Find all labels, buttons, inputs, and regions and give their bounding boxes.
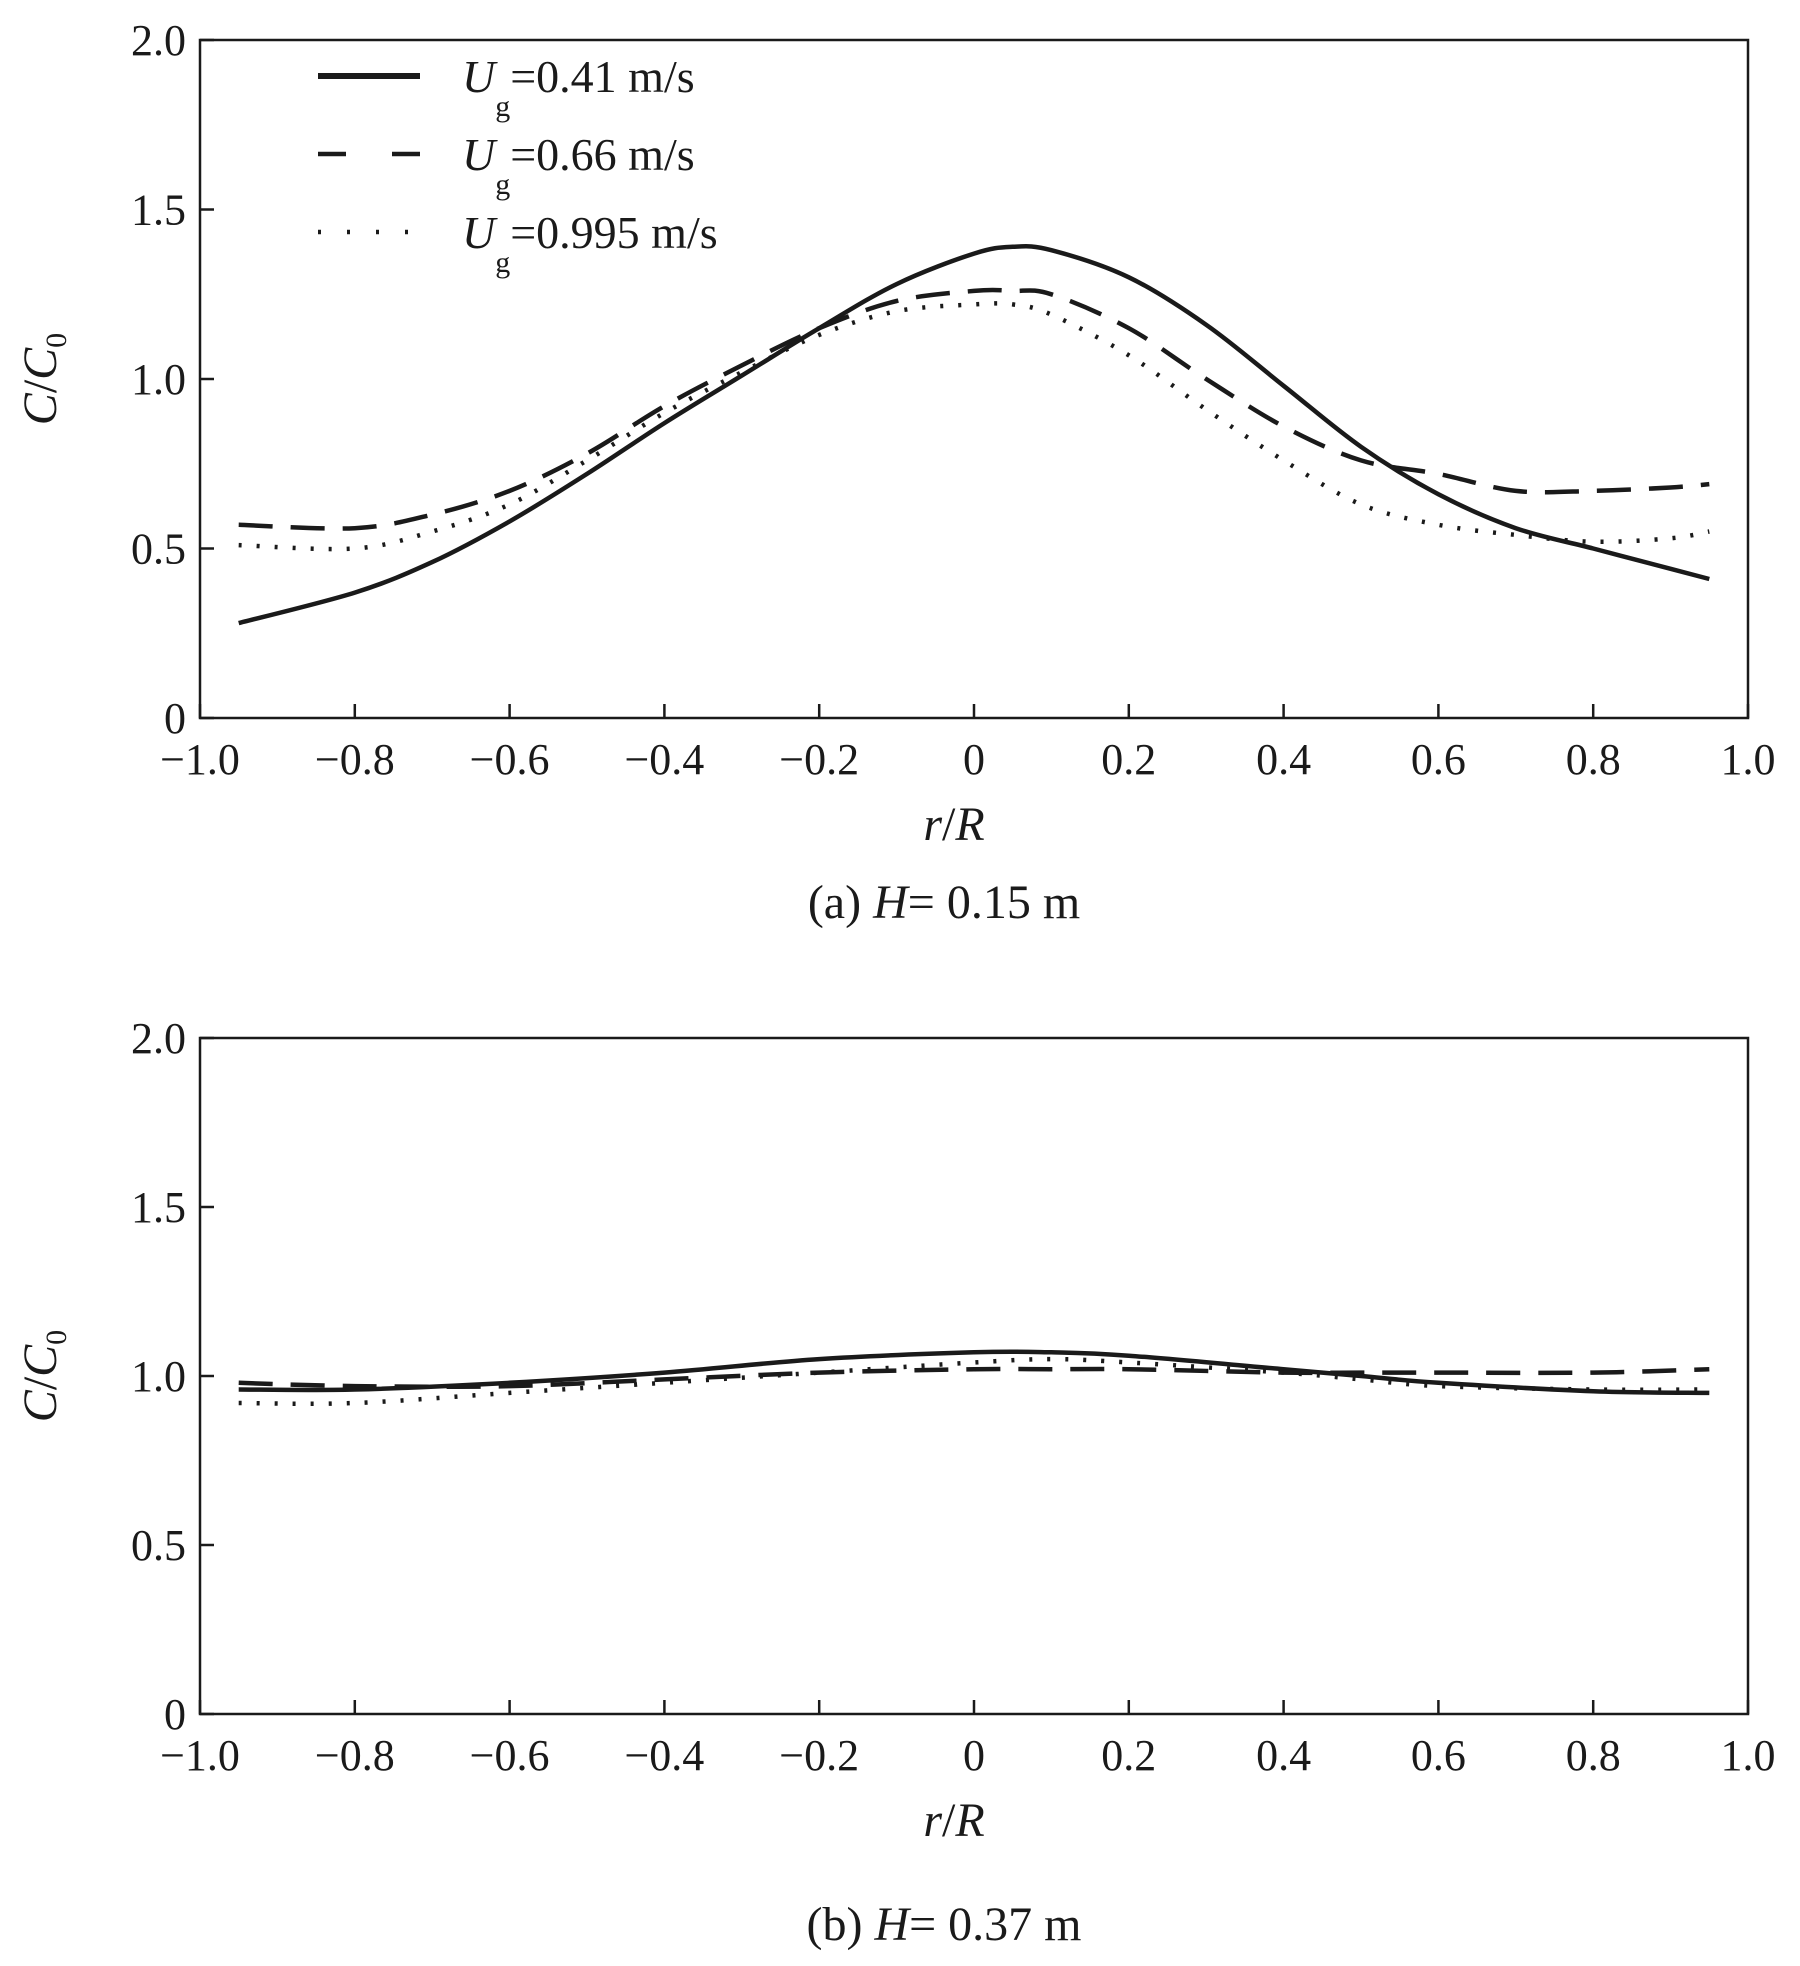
chart-panel-a: −1.0 −0.8 −0.6 −0.4 −0.2 0 0.2 0.4 0.6 0.8 1.0 0 0.5… xyxy=(14,16,1776,929)
y-tick-label: 1.0 xyxy=(131,355,186,404)
x-tick-label: 0.6 xyxy=(1411,1731,1466,1780)
x-tick-label: −0.8 xyxy=(315,735,395,784)
series-line-solid xyxy=(238,244,1710,626)
y-tick-label: 0.5 xyxy=(131,1521,186,1570)
series-line-dotted xyxy=(238,1356,1710,1407)
y-tick-label: 0 xyxy=(164,1690,186,1739)
x-tick-label: 0.4 xyxy=(1256,1731,1311,1780)
legend: Ug=0.41 m/sUg=0.66 m/sUg=0.995 m/s xyxy=(318,51,718,279)
x-tick-label: −0.2 xyxy=(779,1731,859,1780)
x-tick-label: −0.4 xyxy=(624,735,704,784)
x-tick-label: 0 xyxy=(963,735,985,784)
plot-frame xyxy=(198,38,1750,720)
x-tick-label: 0.6 xyxy=(1411,735,1466,784)
x-tick-label: 1.0 xyxy=(1721,1731,1776,1780)
y-tick-label: 0 xyxy=(164,694,186,743)
x-tick-label: −0.4 xyxy=(624,1731,704,1780)
x-tick-label: 0 xyxy=(963,1731,985,1780)
y-tick-label: 1.5 xyxy=(131,1183,186,1232)
y-axis-label: C/C0 xyxy=(14,333,73,425)
series-line-dashed xyxy=(238,287,1710,531)
panel-caption: (b) H= 0.37 m xyxy=(806,1898,1081,1951)
series-line-dotted xyxy=(238,301,1710,552)
x-tick-label: −0.8 xyxy=(315,1731,395,1780)
plot-frame xyxy=(198,1036,1750,1716)
x-axis-label: r/R xyxy=(923,798,984,851)
y-tick-label: 0.5 xyxy=(131,525,186,574)
x-tick-label: −1.0 xyxy=(160,735,240,784)
y-tick-label: 1.5 xyxy=(131,186,186,235)
x-tick-label: 0.4 xyxy=(1256,735,1311,784)
y-tick-label: 1.0 xyxy=(131,1352,186,1401)
x-tick-label: 0.2 xyxy=(1101,1731,1156,1780)
x-axis-label: r/R xyxy=(923,1794,984,1847)
x-tick-label: 0.8 xyxy=(1566,735,1621,784)
x-tick-label: −0.6 xyxy=(470,1731,550,1780)
series-line-dashed xyxy=(238,1366,1710,1390)
x-tick-label: 0.2 xyxy=(1101,735,1156,784)
legend-label: Ug=0.41 m/s xyxy=(462,51,695,123)
legend-label: Ug=0.995 m/s xyxy=(462,207,718,279)
legend-label: Ug=0.66 m/s xyxy=(462,129,695,201)
x-tick-label: −0.6 xyxy=(470,735,550,784)
series-line-solid xyxy=(238,1349,1710,1396)
y-tick-label: 2.0 xyxy=(131,1014,186,1063)
x-tick-label: −1.0 xyxy=(160,1731,240,1780)
y-axis-label: C/C0 xyxy=(14,1330,73,1422)
x-tick-label: −0.2 xyxy=(779,735,859,784)
panel-caption: (a) H= 0.15 m xyxy=(808,876,1080,929)
y-tick-label: 2.0 xyxy=(131,16,186,65)
x-tick-label: 1.0 xyxy=(1721,735,1776,784)
x-tick-label: 0.8 xyxy=(1566,1731,1621,1780)
chart-panel-b: −1.0 −0.8 −0.6 −0.4 −0.2 0 0.2 0.4 0.6 0.8 1.0 0 0.5… xyxy=(14,1014,1776,1951)
